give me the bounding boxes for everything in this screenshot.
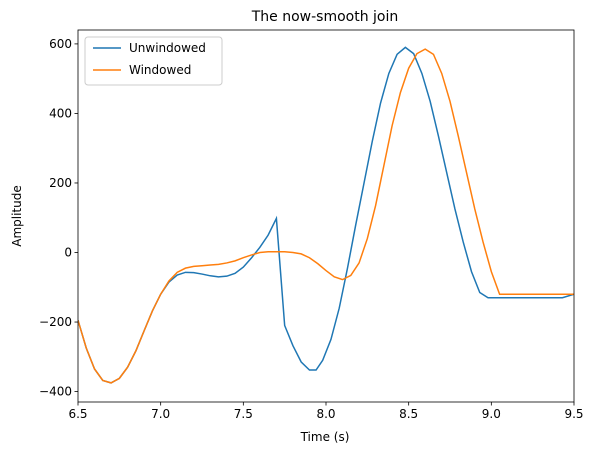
legend: Unwindowed Windowed	[84, 36, 223, 86]
y-tick-label: −200	[39, 315, 72, 329]
y-tick-label: 200	[49, 176, 72, 190]
chart-title: The now-smooth join	[251, 9, 399, 25]
x-tick-label: 6.5	[68, 407, 87, 421]
x-tick-label: 7.0	[151, 407, 170, 421]
y-tick-label: −400	[39, 385, 72, 399]
x-tick-label: 8.0	[316, 407, 335, 421]
y-tick-label: 600	[49, 37, 72, 51]
series-line-0	[78, 46, 574, 384]
legend-box	[84, 36, 223, 86]
x-tick-label: 9.5	[564, 407, 583, 421]
series-line-1	[78, 48, 574, 384]
x-tick-label: 9.0	[482, 407, 501, 421]
x-axis: 6.5 7.0 7.5 8.0 8.5 9.0 9.5	[68, 402, 584, 421]
plot-area	[77, 29, 575, 403]
y-tick-label: 400	[49, 106, 72, 120]
y-tick-label: 0	[64, 246, 72, 260]
y-axis: −400 −200 0 200 400 600	[39, 37, 78, 399]
legend-label-1: Windowed	[129, 63, 191, 77]
y-axis-label: Amplitude	[10, 185, 24, 247]
x-axis-label: Time (s)	[300, 430, 350, 444]
x-tick-label: 7.5	[234, 407, 253, 421]
x-tick-label: 8.5	[399, 407, 418, 421]
plot-frame	[77, 29, 575, 403]
legend-label-0: Unwindowed	[129, 41, 206, 55]
